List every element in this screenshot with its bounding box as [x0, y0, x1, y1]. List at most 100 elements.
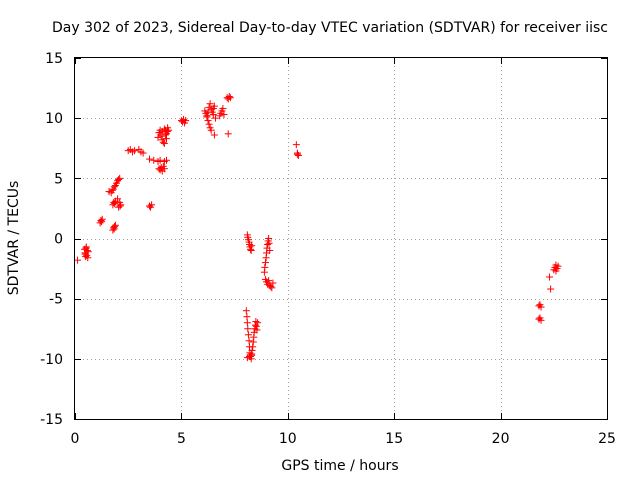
data-point: [292, 141, 300, 149]
data-point: [269, 279, 277, 287]
data-point: [116, 174, 124, 182]
data-point: [210, 102, 218, 110]
data-points: [74, 93, 562, 363]
data-point: [163, 156, 171, 164]
data-point: [253, 326, 261, 334]
data-point: [115, 176, 123, 184]
data-point: [254, 319, 262, 327]
data-point: [182, 117, 190, 125]
y-tick-label: -10: [40, 352, 63, 368]
data-point: [537, 316, 545, 324]
x-tick-label: 5: [177, 431, 186, 447]
plot-frame: [74, 57, 608, 420]
x-axis-ticks: 0 5 10 15 20 25: [71, 58, 616, 447]
data-point: [108, 186, 116, 194]
data-point: [225, 93, 233, 101]
data-point: [244, 331, 252, 339]
data-point: [537, 303, 545, 311]
data-point: [148, 201, 156, 209]
data-point: [110, 225, 118, 233]
data-point: [110, 198, 118, 206]
data-point: [546, 273, 554, 281]
data-point: [205, 120, 213, 128]
data-point: [115, 203, 123, 211]
data-point: [219, 105, 227, 113]
data-point: [84, 254, 92, 262]
data-point: [245, 337, 253, 345]
data-point: [224, 130, 232, 138]
y-tick-label: -15: [40, 412, 63, 428]
data-point: [97, 216, 105, 224]
data-point: [116, 202, 124, 210]
data-point: [249, 343, 257, 351]
data-point: [111, 221, 119, 229]
data-point: [150, 156, 158, 164]
y-tick-label: 15: [45, 51, 63, 67]
x-tick-label: 20: [492, 431, 510, 447]
x-axis-label: GPS time / hours: [281, 458, 398, 474]
y-axis-label: SDTVAR / TECUs: [6, 181, 22, 296]
data-point: [265, 239, 273, 247]
data-point: [204, 117, 212, 125]
data-point: [145, 155, 153, 163]
data-point: [114, 195, 122, 203]
data-point: [207, 126, 215, 134]
data-point: [242, 307, 250, 315]
data-point: [294, 151, 302, 159]
y-axis-ticks: -15 -10 -5 0 5 10 15: [40, 51, 607, 428]
data-point: [554, 262, 562, 270]
data-point: [160, 125, 168, 133]
data-point: [207, 106, 215, 114]
data-point: [154, 133, 162, 141]
data-point: [203, 113, 211, 121]
data-point: [268, 284, 276, 292]
data-point: [211, 114, 219, 122]
data-point: [206, 100, 214, 108]
data-point: [267, 283, 275, 291]
data-point: [156, 156, 164, 164]
x-tick-label: 25: [598, 431, 616, 447]
data-point: [159, 138, 167, 146]
data-point: [247, 245, 255, 253]
data-point: [82, 243, 90, 251]
y-tick-label: -5: [49, 292, 63, 308]
data-point: [547, 285, 555, 293]
data-point: [74, 256, 82, 264]
data-point: [244, 325, 252, 333]
x-tick-label: 10: [279, 431, 297, 447]
data-point: [261, 263, 269, 271]
x-tick-label: 0: [71, 431, 80, 447]
data-point: [210, 131, 218, 139]
data-point: [165, 126, 173, 134]
data-point: [209, 111, 217, 119]
data-point: [131, 147, 139, 155]
y-tick-label: 10: [45, 111, 63, 127]
data-point: [293, 150, 301, 158]
grid-lines: [75, 58, 607, 419]
data-point: [160, 139, 168, 147]
data-point: [261, 259, 269, 267]
data-point: [98, 215, 106, 223]
y-tick-label: 0: [54, 232, 63, 248]
data-point: [266, 247, 274, 255]
data-point: [552, 267, 560, 275]
data-point: [243, 313, 251, 321]
data-point: [248, 351, 256, 359]
chart-title: Day 302 of 2023, Sidereal Day-to-day VTE…: [52, 20, 608, 36]
data-point: [252, 322, 260, 330]
data-point: [160, 165, 168, 173]
data-point: [265, 277, 273, 285]
data-point: [83, 247, 91, 255]
data-point: [226, 94, 234, 102]
data-point: [157, 132, 165, 140]
data-point: [110, 183, 118, 191]
x-tick-label: 15: [385, 431, 403, 447]
data-point: [81, 250, 89, 258]
data-point: [139, 149, 147, 157]
data-point: [264, 241, 272, 249]
data-point: [248, 242, 256, 250]
data-point: [243, 319, 251, 327]
data-point: [220, 111, 228, 119]
y-tick-label: 5: [54, 171, 63, 187]
